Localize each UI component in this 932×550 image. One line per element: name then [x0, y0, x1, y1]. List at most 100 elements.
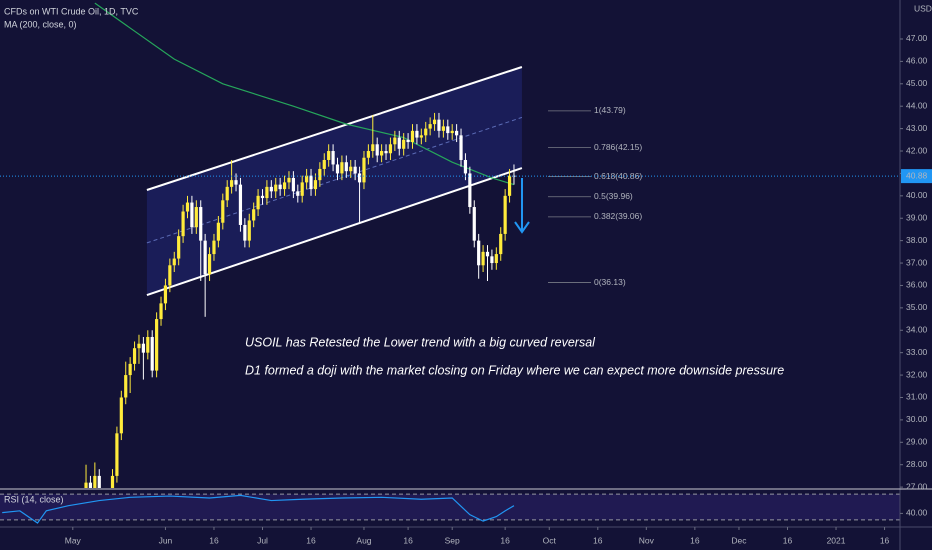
- x-tick-label: 16: [690, 535, 700, 545]
- y-tick-label: 36.00: [906, 280, 928, 290]
- candle-body: [441, 126, 445, 131]
- candle-body: [159, 303, 163, 320]
- candle-body: [115, 433, 119, 476]
- candle-body: [278, 184, 282, 190]
- candle-body: [410, 130, 415, 143]
- candle-body: [225, 186, 229, 201]
- candle-body: [432, 119, 437, 125]
- channel-fill: [146, 66, 522, 296]
- x-tick-label: Sep: [445, 535, 460, 545]
- y-tick-label: 45.00: [906, 78, 928, 88]
- candle-body: [177, 236, 181, 259]
- candle-body: [155, 319, 159, 371]
- y-tick-label: 29.00: [906, 437, 928, 447]
- candle-body: [384, 151, 388, 154]
- candle-body: [128, 363, 132, 376]
- candle-body: [499, 233, 503, 255]
- candle-body: [137, 343, 141, 349]
- y-tick-label: 44.00: [906, 100, 928, 110]
- y-tick-label: 34.00: [906, 325, 928, 335]
- candle-body: [393, 137, 397, 145]
- candle-body: [327, 151, 331, 160]
- y-tick-label: 47.00: [906, 33, 928, 43]
- x-tick-label: 16: [593, 535, 603, 545]
- candle-body: [150, 336, 154, 371]
- candle-body: [230, 180, 234, 187]
- candle-body: [274, 184, 278, 192]
- candle-body: [93, 475, 97, 488]
- y-tick-label: 35.00: [906, 302, 928, 312]
- candle-body: [406, 139, 410, 143]
- candle-body: [269, 186, 273, 192]
- candle-body: [238, 184, 243, 225]
- candle-body: [221, 200, 225, 223]
- x-tick-label: 16: [783, 535, 793, 545]
- y-tick-label: 42.00: [906, 145, 928, 155]
- candle-body: [243, 224, 247, 241]
- channel-upper: [146, 66, 523, 191]
- y-tick-label: 43.00: [906, 123, 928, 133]
- y-tick-label: 30.00: [906, 414, 928, 424]
- down-arrow: [514, 178, 530, 234]
- candle-body: [300, 182, 304, 196]
- candle-body: [247, 220, 251, 241]
- y-tick-label: 32.00: [906, 369, 928, 379]
- candle-body: [172, 258, 176, 266]
- candle-body: [163, 285, 168, 304]
- x-tick-label: Dec: [731, 535, 747, 545]
- candle-body: [424, 128, 428, 136]
- x-tick-label: May: [65, 535, 82, 545]
- x-tick-label: 16: [306, 535, 316, 545]
- y-tick-label: 37.00: [906, 257, 928, 267]
- x-tick-label: Jul: [257, 535, 268, 545]
- candle-body: [252, 209, 256, 221]
- candle-body: [119, 397, 123, 434]
- candle-body: [88, 482, 93, 488]
- candle-body: [481, 251, 485, 266]
- candle-body: [190, 202, 194, 228]
- candle-body: [437, 119, 441, 131]
- channel-middle: [146, 116, 523, 244]
- y-tick-label: 33.00: [906, 347, 928, 357]
- candle-body: [313, 180, 318, 190]
- candle-body: [124, 375, 128, 398]
- candle-body: [357, 173, 362, 183]
- candle-body: [340, 162, 344, 174]
- fib-label: 0.5(39.96): [594, 191, 633, 201]
- x-tick-label: 16: [880, 535, 890, 545]
- candle-body: [318, 168, 322, 181]
- currency-label: USD: [914, 3, 932, 13]
- candle-body: [463, 159, 468, 174]
- candle-body: [380, 151, 384, 156]
- candle-body: [494, 254, 498, 264]
- rsi-tick-label: 40.00: [906, 508, 928, 518]
- y-tick-label: 38.00: [906, 235, 928, 245]
- candle-body: [402, 139, 406, 149]
- x-tick-label: 16: [209, 535, 219, 545]
- candle-body: [110, 475, 115, 488]
- x-tick-label: Aug: [356, 535, 371, 545]
- candle-body: [256, 195, 260, 210]
- candle-body: [199, 207, 203, 241]
- fib-label: 1(43.79): [594, 105, 626, 115]
- rsi-pane: [0, 493, 900, 524]
- candle-body: [450, 130, 454, 134]
- candle-body: [141, 343, 145, 353]
- candle-body: [146, 336, 150, 353]
- x-tick-label: Oct: [543, 535, 557, 545]
- y-tick-label: 28.00: [906, 459, 928, 469]
- candle-body: [472, 207, 476, 241]
- candle-body: [490, 256, 494, 264]
- candle-body: [194, 207, 198, 228]
- candle-body: [291, 177, 295, 192]
- candle-body: [168, 265, 172, 286]
- candle-body: [397, 137, 401, 149]
- y-tick-label: 40.00: [906, 190, 928, 200]
- candle-body: [485, 251, 490, 257]
- y-tick-label: 46.00: [906, 56, 928, 66]
- symbol-title: CFDs on WTI Crude Oil, 1D, TVC: [4, 6, 139, 16]
- candle-body: [296, 191, 300, 196]
- candle-body: [335, 164, 340, 174]
- x-tick-label: Nov: [639, 535, 655, 545]
